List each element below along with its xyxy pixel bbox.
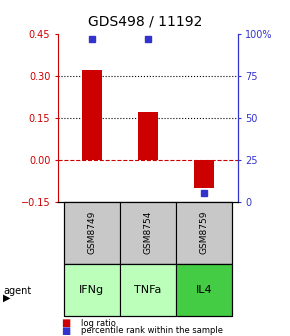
Text: ▶: ▶	[3, 293, 10, 303]
Text: agent: agent	[3, 286, 31, 296]
Text: GSM8749: GSM8749	[87, 211, 96, 254]
Text: TNFa: TNFa	[134, 285, 162, 295]
Text: GSM8754: GSM8754	[143, 211, 153, 254]
Text: IFNg: IFNg	[79, 285, 104, 295]
Bar	[176, 202, 232, 264]
Text: log ratio: log ratio	[81, 319, 116, 328]
Text: IL4: IL4	[196, 285, 212, 295]
Bar	[120, 202, 176, 264]
Text: GDS498 / 11192: GDS498 / 11192	[88, 15, 202, 29]
Text: percentile rank within the sample: percentile rank within the sample	[81, 326, 223, 335]
Bar	[82, 70, 101, 160]
Text: GSM8759: GSM8759	[200, 211, 209, 254]
Bar	[64, 202, 120, 264]
Bar	[64, 264, 120, 316]
Text: ■: ■	[61, 326, 70, 336]
Bar	[176, 264, 232, 316]
Bar	[138, 112, 158, 160]
Bar	[120, 264, 176, 316]
Text: ■: ■	[61, 318, 70, 328]
Bar	[194, 160, 214, 187]
